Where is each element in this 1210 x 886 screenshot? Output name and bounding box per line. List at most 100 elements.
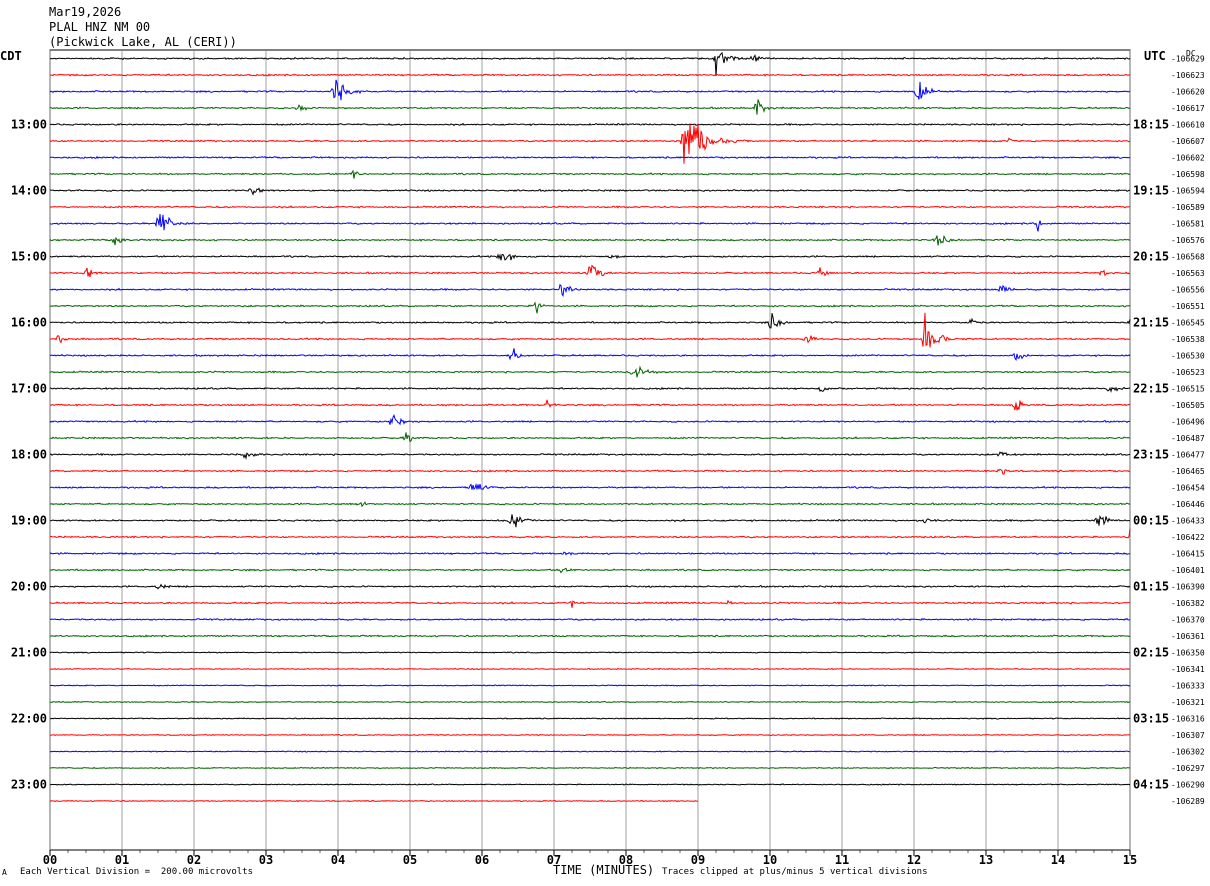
dc-offset-label: -106581 xyxy=(1171,220,1205,229)
dc-offset-label: -106350 xyxy=(1171,649,1205,658)
dc-offset-label: -106563 xyxy=(1171,269,1205,278)
x-tick-label: 06 xyxy=(475,853,489,867)
seismic-trace xyxy=(49,386,1131,393)
seismic-trace xyxy=(49,155,1131,160)
x-tick-label: 00 xyxy=(43,853,57,867)
seismic-trace xyxy=(49,451,1131,460)
dc-offset-label: -106370 xyxy=(1171,616,1205,625)
dc-offset-label: -106523 xyxy=(1171,368,1205,377)
x-tick-label: 09 xyxy=(691,853,705,867)
seismic-trace xyxy=(50,684,1131,687)
dc-offset-label: -106321 xyxy=(1171,698,1205,707)
seismic-trace xyxy=(49,766,1130,770)
left-hour-label: 13:00 xyxy=(11,118,47,132)
dc-offset-label: -106446 xyxy=(1171,500,1205,509)
seismic-trace xyxy=(49,413,1131,426)
left-hour-label: 19:00 xyxy=(11,514,47,528)
x-tick-label: 07 xyxy=(547,853,561,867)
trace-layer xyxy=(49,51,1131,803)
left-hour-label: 16:00 xyxy=(11,316,47,330)
seismic-trace xyxy=(49,234,1131,246)
right-hour-label: 01:15 xyxy=(1133,580,1169,594)
x-tick-label: 05 xyxy=(403,853,417,867)
dc-offset-label: -106382 xyxy=(1171,599,1205,608)
seismic-trace xyxy=(49,301,1131,314)
seismic-trace xyxy=(49,501,1131,508)
dc-offset-label: -106515 xyxy=(1171,385,1205,394)
right-hour-label: 23:15 xyxy=(1133,448,1169,462)
dc-offset-label: -106576 xyxy=(1171,236,1205,245)
seismic-trace xyxy=(49,99,1131,115)
seismic-trace xyxy=(49,617,1131,622)
seismic-trace xyxy=(49,312,1131,329)
seismic-trace xyxy=(49,312,1131,348)
dc-offset-label: -106289 xyxy=(1171,797,1205,806)
seismic-trace xyxy=(49,51,1131,77)
seismic-trace xyxy=(49,205,1130,209)
x-tick-label: 15 xyxy=(1123,853,1137,867)
dc-offset-label: -106530 xyxy=(1171,352,1205,361)
left-hour-label: 21:00 xyxy=(11,646,47,660)
seismic-trace xyxy=(49,365,1131,378)
seismic-trace xyxy=(49,583,1131,590)
dc-offset-label: -106620 xyxy=(1171,88,1205,97)
seismic-trace xyxy=(49,551,1131,556)
dc-offset-label: -106598 xyxy=(1171,170,1205,179)
right-hour-label: 21:15 xyxy=(1133,316,1169,330)
left-hour-label: 14:00 xyxy=(11,184,47,198)
left-hour-label: 22:00 xyxy=(11,712,47,726)
seismic-trace xyxy=(49,79,1131,101)
dc-offset-label: -106610 xyxy=(1171,121,1205,130)
x-tick-label: 01 xyxy=(115,853,129,867)
right-hour-label: 04:15 xyxy=(1133,778,1169,792)
dc-offset-label: -106415 xyxy=(1171,550,1205,559)
seismic-trace xyxy=(49,399,1131,411)
right-timezone-label: UTC xyxy=(1144,49,1166,63)
x-tick-label: 14 xyxy=(1051,853,1065,867)
header-station: PLAL HNZ NM 00 xyxy=(49,20,151,34)
right-hour-label: 03:15 xyxy=(1133,712,1169,726)
right-hour-label: 18:15 xyxy=(1133,118,1169,132)
dc-offset-label: -106390 xyxy=(1171,583,1205,592)
seismic-trace xyxy=(49,651,1131,654)
seismic-trace xyxy=(49,567,1131,574)
seismic-trace xyxy=(50,73,1131,77)
header-date: Mar19,2026 xyxy=(49,5,122,19)
plot-frame xyxy=(49,49,1131,851)
header-location: (Pickwick Lake, AL (CERI)) xyxy=(49,35,237,49)
x-tick-label: 02 xyxy=(187,853,201,867)
seismic-trace xyxy=(49,348,1131,361)
x-tick-label: 04 xyxy=(331,853,345,867)
x-tick-label: 10 xyxy=(763,853,777,867)
seismic-trace xyxy=(49,482,1131,491)
dc-offset-label: -106333 xyxy=(1171,682,1205,691)
right-hour-label: 19:15 xyxy=(1133,184,1169,198)
dc-offset-label: -106602 xyxy=(1171,154,1205,163)
x-tick-label: 13 xyxy=(979,853,993,867)
x-tick-label: 11 xyxy=(835,853,849,867)
seismic-trace xyxy=(49,750,1131,753)
dc-offset-label: -106556 xyxy=(1171,286,1205,295)
dc-offset-label: -106496 xyxy=(1171,418,1205,427)
dc-offset-label: -106433 xyxy=(1171,517,1205,526)
seismic-trace xyxy=(49,528,1131,539)
dc-offset-label: -106538 xyxy=(1171,335,1205,344)
dc-offset-label: -106568 xyxy=(1171,253,1205,262)
grid-layer xyxy=(49,49,1131,856)
clip-note: Traces clipped at plus/minus 5 vertical … xyxy=(662,867,928,877)
left-hour-label: 18:00 xyxy=(11,448,47,462)
left-hour-label: 15:00 xyxy=(11,250,47,264)
left-hour-label: 23:00 xyxy=(11,778,47,792)
x-tick-label: 08 xyxy=(619,853,633,867)
dc-offset-label: -106361 xyxy=(1171,632,1205,641)
seismic-trace xyxy=(49,599,1131,608)
seismic-trace xyxy=(49,700,1131,704)
dc-offset-label: -106401 xyxy=(1171,566,1205,575)
dc-offset-label: -106454 xyxy=(1171,484,1205,493)
seismic-trace xyxy=(49,667,1131,671)
dc-offset-label: -106545 xyxy=(1171,319,1205,328)
dc-offset-label: -106290 xyxy=(1171,781,1205,790)
x-axis-title: TIME (MINUTES) xyxy=(553,863,655,877)
dc-offset-label: -106607 xyxy=(1171,137,1205,146)
